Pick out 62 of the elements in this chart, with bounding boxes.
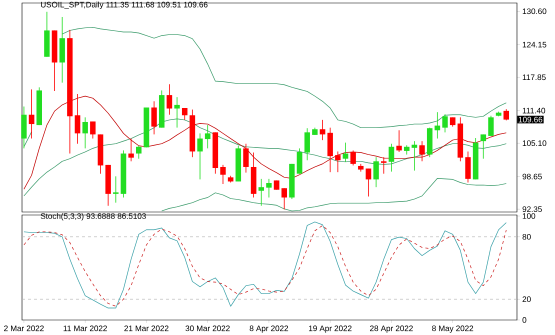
candlestick [74,94,80,144]
y-tick-label: 117.85 [522,74,546,80]
y-tick-label: 20 [522,296,531,302]
candlestick [28,88,34,139]
candlestick [182,108,188,120]
candlestick [197,132,203,180]
candlestick [82,116,88,149]
y-tick-label: 92.35 [522,206,542,212]
candlestick [434,112,440,139]
candlestick [90,121,96,139]
y-tick-label: 0 [522,317,526,323]
y-tick-label: 124.15 [522,42,546,48]
y-tick-label: 100 [522,213,536,219]
candlestick [404,144,410,155]
candlestick [304,128,310,161]
chart-title: USOIL_SPT,Daily 111.35 111.68 109.51 109.66 [41,2,208,10]
candlestick [243,143,249,174]
candlestick [373,156,379,188]
x-tick-label: 2 Mar 2022 [4,326,44,332]
candlestick [113,176,119,204]
candlestick [442,114,448,133]
candlestick [504,108,510,121]
y-tick-label: 111.40 [522,108,546,114]
candlestick [465,151,471,183]
x-tick-label: 21 Mar 2022 [124,326,168,332]
candlestick [488,115,494,136]
candlestick [366,168,372,197]
candlestick [204,124,210,149]
candlestick [21,106,27,149]
candlestick [381,156,387,174]
x-tick-label: 19 Apr 2022 [308,326,352,333]
candlestick [220,164,226,184]
candlestick [266,178,272,198]
candlestick [166,84,172,116]
y-tick-label: 105.10 [522,140,546,146]
y-tick-label: 130.60 [522,8,546,14]
candlestick [335,151,341,173]
candlestick [327,127,333,173]
candlestick [396,130,402,152]
candlestick [281,188,287,210]
candlestick [296,148,302,174]
candlestick [151,100,157,135]
x-tick-label: 28 Apr 2022 [370,326,413,333]
candlestick [350,150,356,166]
y-tick-label: 80 [522,234,531,240]
candlestick [412,140,418,172]
chart-title: Stoch(5,3,3) 93.6888 86.5103 [40,213,146,221]
x-tick-label: 11 Mar 2022 [64,326,107,332]
candlestick [342,142,348,162]
candlestick [480,134,486,160]
x-tick-label: 30 Mar 2022 [186,326,230,332]
candlestick [128,138,134,162]
text: 109.66 [518,116,542,122]
x-tick-label: 8 May 2022 [432,326,474,333]
y-tick-label: 98.65 [522,174,542,180]
candlestick [320,120,326,140]
candlestick [136,145,142,160]
candlestick [258,178,264,206]
x-tick-label: 8 Apr 2022 [250,326,288,333]
candlestick [388,143,394,172]
candlestick [174,96,180,128]
candlestick [419,140,425,162]
